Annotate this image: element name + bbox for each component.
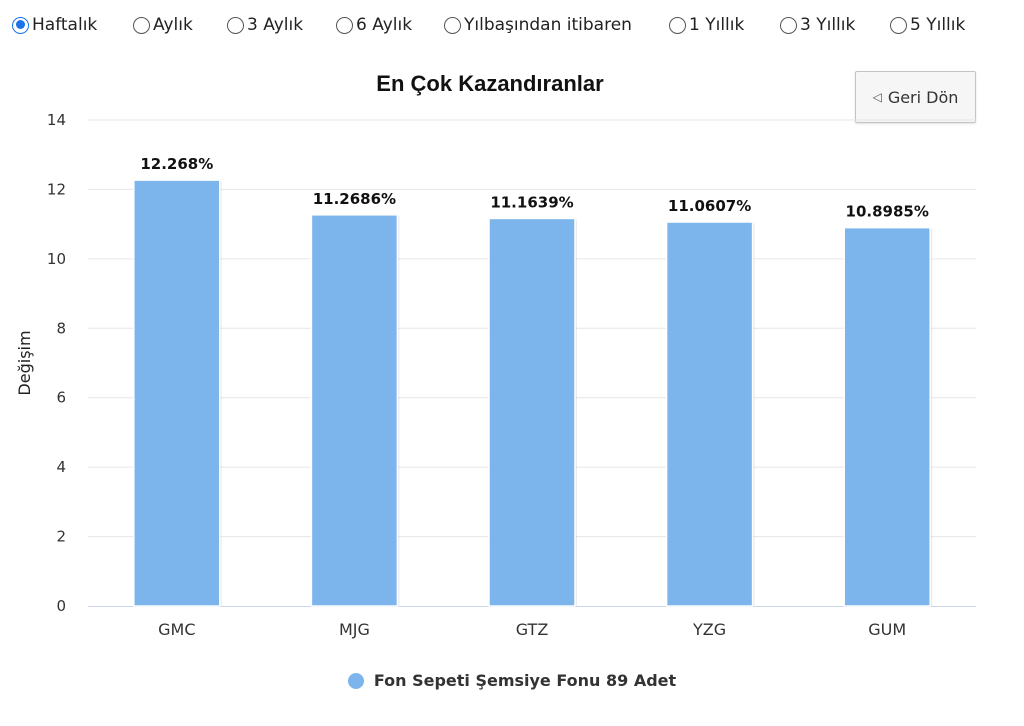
y-tick-label: 10 <box>47 250 66 268</box>
y-tick-label: 4 <box>56 458 66 476</box>
period-option[interactable]: Haftalık <box>12 15 97 35</box>
y-tick-label: 6 <box>56 389 66 407</box>
legend[interactable]: Fon Sepeti Şemsiye Fonu 89 Adet <box>0 671 1024 690</box>
radio-button[interactable] <box>133 16 150 34</box>
x-tick-label: GTZ <box>516 620 549 639</box>
period-option-label: Aylık <box>153 15 193 35</box>
period-selector: Haftalık Aylık 3 Aylık 6 Aylık Yılbaşından i… <box>0 0 1024 58</box>
bar[interactable] <box>488 217 576 607</box>
data-label: 11.1639% <box>490 193 573 211</box>
data-label: 11.0607% <box>668 197 751 215</box>
radio-button[interactable] <box>890 16 907 34</box>
period-option-label: Yılbaşından itibaren <box>464 15 632 35</box>
legend-marker <box>347 672 364 689</box>
bar[interactable] <box>133 179 221 607</box>
period-option-label: 3 Aylık <box>247 15 304 35</box>
y-tick-label: 12 <box>47 180 66 198</box>
period-option-label: 1 Yıllık <box>689 15 745 35</box>
period-option-label: 3 Yıllık <box>800 15 856 35</box>
chart-title: En Çok Kazandıranlar <box>376 71 604 96</box>
radio-button[interactable] <box>669 16 686 34</box>
y-axis-label: Değişim <box>15 330 34 395</box>
period-option-label: Haftalık <box>32 15 98 35</box>
data-label: 11.2686% <box>313 190 396 208</box>
bar[interactable] <box>310 214 399 607</box>
period-option[interactable]: 3 Yıllık <box>780 15 855 35</box>
y-tick-label: 0 <box>56 597 66 615</box>
period-option-label: 5 Yıllık <box>910 15 966 35</box>
radio-button[interactable] <box>227 16 244 34</box>
period-option-label: 6 Aylık <box>356 15 413 35</box>
back-arrow-icon: ◁ <box>872 90 882 104</box>
period-option[interactable]: 5 Yıllık <box>890 15 965 35</box>
x-tick-label: MJG <box>339 620 370 639</box>
period-option[interactable]: 3 Aylık <box>227 15 303 35</box>
back-button[interactable]: ◁ Geri Dön <box>855 71 976 123</box>
x-tick-label: YZG <box>692 620 726 639</box>
period-option[interactable]: Yılbaşından itibaren <box>444 15 632 35</box>
x-tick-label: GUM <box>868 620 906 639</box>
radio-button[interactable] <box>780 16 797 34</box>
period-option[interactable]: 1 Yıllık <box>669 15 744 35</box>
radio-button[interactable] <box>444 16 461 34</box>
x-tick-label: GMC <box>158 620 195 639</box>
radio-button[interactable] <box>12 16 29 34</box>
period-option[interactable]: 6 Aylık <box>336 15 412 35</box>
back-button-label: Geri Dön <box>887 87 959 107</box>
period-option[interactable]: Aylık <box>133 15 193 35</box>
radio-button[interactable] <box>336 16 353 34</box>
legend-label: Fon Sepeti Şemsiye Fonu 89 Adet <box>373 671 677 690</box>
data-label: 10.8985% <box>846 203 929 221</box>
data-label: 12.268% <box>140 155 213 173</box>
y-tick-label: 2 <box>56 528 66 546</box>
bar[interactable] <box>843 226 931 607</box>
bar[interactable] <box>665 221 754 607</box>
y-tick-label: 14 <box>47 111 66 129</box>
y-tick-label: 8 <box>56 319 66 337</box>
